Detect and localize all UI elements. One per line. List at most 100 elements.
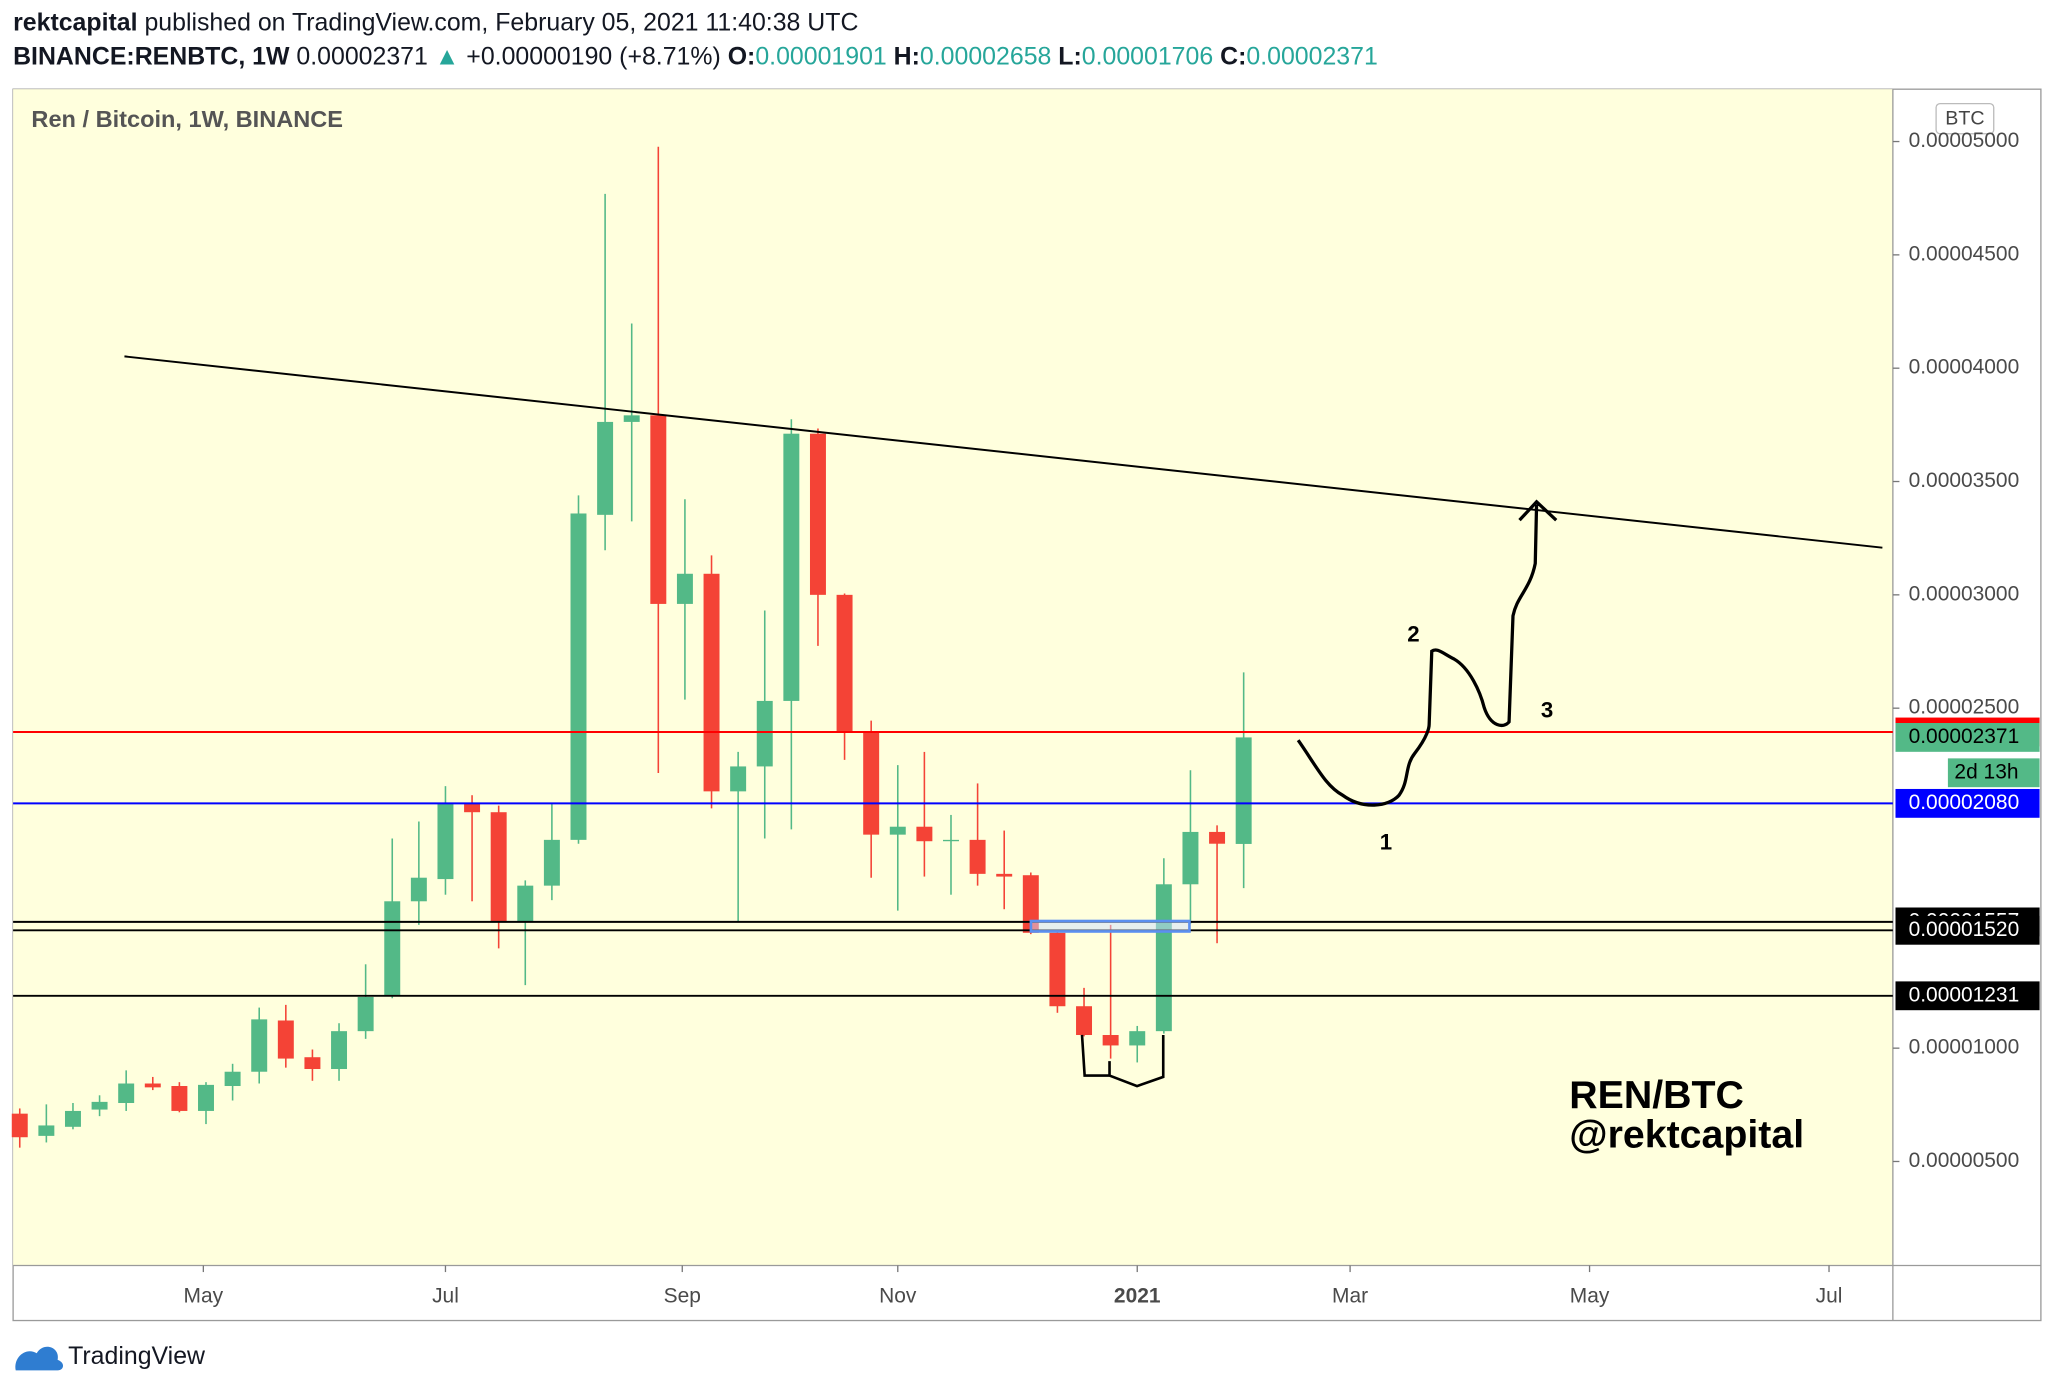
candle-body (118, 1083, 135, 1104)
x-tick-label: Jul (1816, 1284, 1843, 1307)
candle-body (11, 1113, 28, 1138)
x-tick-label: Nov (879, 1284, 917, 1307)
h-value: 0.00002658 (920, 42, 1051, 70)
candle-body (1129, 1031, 1146, 1046)
candle-body (224, 1071, 241, 1087)
change: +0.00000190 (+8.71%) (466, 42, 720, 70)
candle-body (756, 700, 773, 767)
logo-icon (15, 1346, 64, 1371)
annotation: 2 (1407, 621, 1419, 646)
y-tick-label: 0.00003500 (1909, 469, 2020, 492)
candle-body (251, 1019, 268, 1072)
plot-area (13, 89, 1893, 1266)
candle-body (277, 1020, 294, 1059)
currency: BTC (1945, 107, 1984, 129)
o-label: O: (728, 42, 756, 70)
candle-body (1235, 737, 1252, 844)
watermark: @rektcapital (1569, 1113, 1804, 1157)
x-tick-label: 2021 (1114, 1284, 1161, 1307)
candle-body (91, 1101, 108, 1110)
level-label: 0.00002080 (1909, 791, 2020, 814)
candle-body (969, 839, 986, 874)
candle-body (570, 513, 587, 840)
candle-body (863, 731, 880, 835)
c-value: 0.00002371 (1246, 42, 1377, 70)
y-tick-label: 0.00001000 (1909, 1036, 2020, 1059)
candle-body (889, 826, 906, 835)
candle-body (597, 421, 614, 515)
candle-body (64, 1110, 81, 1127)
bracket-drawing (1080, 1034, 1165, 1088)
y-tick-label: 0.00005000 (1909, 129, 2020, 152)
brand: TradingView (68, 1342, 206, 1370)
last-price: 0.00002371 (296, 42, 427, 70)
candle-body (198, 1084, 214, 1111)
x-tick-label: May (1570, 1284, 1610, 1307)
last-price-box (1895, 723, 2040, 752)
level-label: 0.00001231 (1909, 983, 2020, 1006)
candle-body (1102, 1035, 1119, 1046)
watermark: REN/BTC (1569, 1073, 1744, 1117)
last-price-label: 0.00002371 (1909, 725, 2020, 748)
candle-body (410, 877, 427, 902)
currency-box (1935, 102, 1995, 135)
l-label: L: (1058, 42, 1081, 70)
countdown-box (1947, 758, 2040, 788)
candle-body (650, 415, 667, 604)
candle-body (437, 803, 454, 880)
candle-body (996, 873, 1013, 877)
candle-body (916, 826, 933, 842)
y-tick-label: 0.00003000 (1909, 582, 2020, 605)
symbol: BINANCE:RENBTC, 1W (13, 42, 290, 70)
candle-body (730, 766, 747, 792)
chart-title: Ren / Bitcoin, 1W, BINANCE (31, 106, 343, 132)
candle-body (171, 1086, 188, 1111)
candle-body (943, 839, 959, 842)
y-tick-label: 0.00004500 (1909, 242, 2020, 265)
y-tick-label: 0.00002500 (1909, 696, 2020, 719)
logo (15, 1346, 64, 1371)
candle-body (783, 433, 800, 701)
candle-body (464, 803, 481, 813)
level-label-box (1895, 788, 2040, 818)
level-label-box (1895, 915, 2040, 945)
candle-body (1209, 831, 1226, 844)
y-tick-label: 0.00004000 (1909, 356, 2020, 379)
countdown: 2d 13h (1954, 760, 2018, 783)
header-line-1: rektcapital published on TradingView.com… (13, 8, 858, 36)
candle-body (1049, 932, 1066, 1007)
candle-body (384, 901, 401, 996)
h-label: H: (894, 42, 920, 70)
candle-body (144, 1083, 161, 1088)
candle-body (1182, 831, 1199, 885)
candle-body (543, 839, 560, 886)
candle-body (1155, 884, 1172, 1032)
candle-body (623, 415, 640, 422)
candle-body (703, 573, 720, 792)
level-label-box (1895, 981, 2040, 1011)
candle-body (357, 996, 374, 1032)
l-value: 0.00001706 (1082, 42, 1213, 70)
candle-body (331, 1031, 348, 1070)
c-label: C: (1220, 42, 1246, 70)
author: rektcapital (13, 8, 137, 36)
level-label: 0.00001520 (1909, 918, 2020, 941)
highlight-box (1029, 919, 1191, 933)
plot (11, 146, 1893, 1148)
x-tick-label: Sep (664, 1284, 701, 1307)
projection-drawing (1296, 499, 1558, 807)
x-tick-label: Jul (432, 1284, 459, 1307)
candle-body (304, 1057, 321, 1070)
x-tick-label: May (184, 1284, 224, 1307)
annotation: 1 (1380, 830, 1392, 855)
candle-body (676, 573, 693, 604)
arrow: ▲ (435, 42, 460, 70)
trendline (124, 355, 1883, 549)
candle-body (1022, 875, 1039, 933)
candle-body (38, 1125, 55, 1136)
published: published on TradingView.com, February 0… (138, 8, 859, 36)
x-tick-label: Mar (1332, 1284, 1368, 1307)
o-value: 0.00001901 (755, 42, 886, 70)
candle-body (836, 594, 853, 732)
